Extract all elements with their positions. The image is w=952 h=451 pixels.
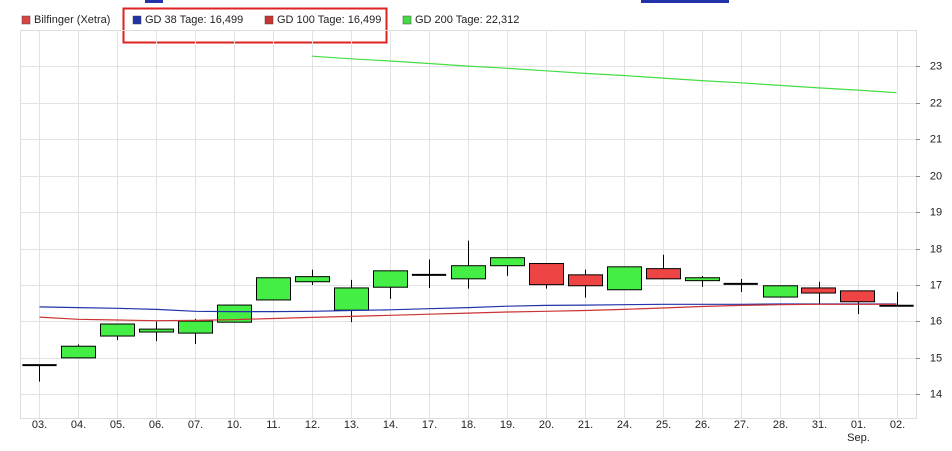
x-tick-label: 03.	[32, 419, 47, 431]
candle-body	[685, 277, 720, 282]
x-tick-label: 21.	[578, 419, 593, 431]
legend-swatch	[264, 15, 274, 25]
legend-swatch	[21, 15, 31, 25]
y-tick-label: 21	[930, 133, 942, 145]
candle-body	[840, 290, 875, 303]
tab-indicator	[145, 0, 163, 3]
legend-swatch	[402, 15, 412, 25]
candle-body	[295, 276, 330, 283]
x-tick-label: 05.	[110, 419, 125, 431]
x-tick-label: 10.	[227, 419, 242, 431]
labels: 14 15 16 17 18 19 20 21 22 23 03. 04. 05. 06. 07. 10. 11…	[21, 14, 942, 444]
y-tick-label: 17	[930, 279, 942, 291]
marks	[22, 55, 914, 382]
candle-body	[100, 323, 135, 337]
moving-average-line	[39, 303, 897, 313]
x-tick-label: 02.	[890, 419, 905, 431]
x-tick-label: 27.	[734, 419, 749, 431]
tab-indicator	[641, 0, 729, 3]
grid	[20, 30, 920, 419]
highlight-box	[122, 7, 388, 44]
candle-body	[763, 285, 798, 298]
candle-body	[568, 274, 603, 287]
x-tick-label: 26.	[695, 419, 710, 431]
candle-body	[373, 270, 408, 288]
x-tick-label: 19.	[500, 419, 515, 431]
candle-body	[451, 265, 486, 280]
candle-body	[217, 304, 252, 323]
candle-body	[61, 345, 96, 359]
y-tick-label: 16	[930, 315, 942, 327]
x-tick-label: 01.	[851, 419, 866, 431]
legend-label: GD 200 Tage: 22,312	[415, 14, 519, 26]
x-tick-label: 11.	[266, 419, 280, 431]
x-tick-label: 20.	[539, 419, 554, 431]
candle-body	[178, 320, 213, 334]
x-month-label: Sep.	[847, 432, 870, 444]
y-tick-label: 14	[930, 388, 942, 400]
candle-body	[334, 287, 369, 311]
y-tick-label: 23	[930, 60, 942, 72]
x-tick-label: 31.	[812, 419, 827, 431]
candle-body	[529, 263, 564, 286]
candle-body	[256, 277, 291, 301]
legend-label: Bilfinger (Xetra)	[34, 14, 110, 26]
x-tick-label: 24.	[617, 419, 632, 431]
candle-body	[801, 287, 836, 294]
x-tick-label: 06.	[149, 419, 164, 431]
x-tick-label: 04.	[71, 419, 86, 431]
y-tick-label: 20	[930, 170, 942, 182]
legend-label: GD 100 Tage: 16,499	[277, 14, 381, 26]
x-tick-label: 13.	[344, 419, 359, 431]
x-tick-label: 25.	[656, 419, 671, 431]
candle-body	[139, 328, 174, 333]
y-tick-label: 19	[930, 206, 942, 218]
moving-average-line	[312, 55, 897, 94]
candle-body	[490, 257, 525, 267]
x-tick-label: 18.	[461, 419, 476, 431]
x-tick-label: 07.	[188, 419, 203, 431]
x-tick-label: 14.	[383, 419, 398, 431]
x-tick-label: 12.	[305, 419, 320, 431]
y-tick-label: 22	[930, 97, 942, 109]
candle-body	[646, 268, 681, 280]
x-tick-label: 28.	[773, 419, 788, 431]
y-tick-label: 18	[930, 243, 942, 255]
y-tick-label: 15	[930, 352, 942, 364]
legend-swatch	[132, 15, 142, 25]
legend-label: GD 38 Tage: 16,499	[145, 14, 243, 26]
candle-body	[607, 266, 642, 291]
moving-average-line	[39, 303, 897, 322]
x-tick-label: 17.	[422, 419, 437, 431]
